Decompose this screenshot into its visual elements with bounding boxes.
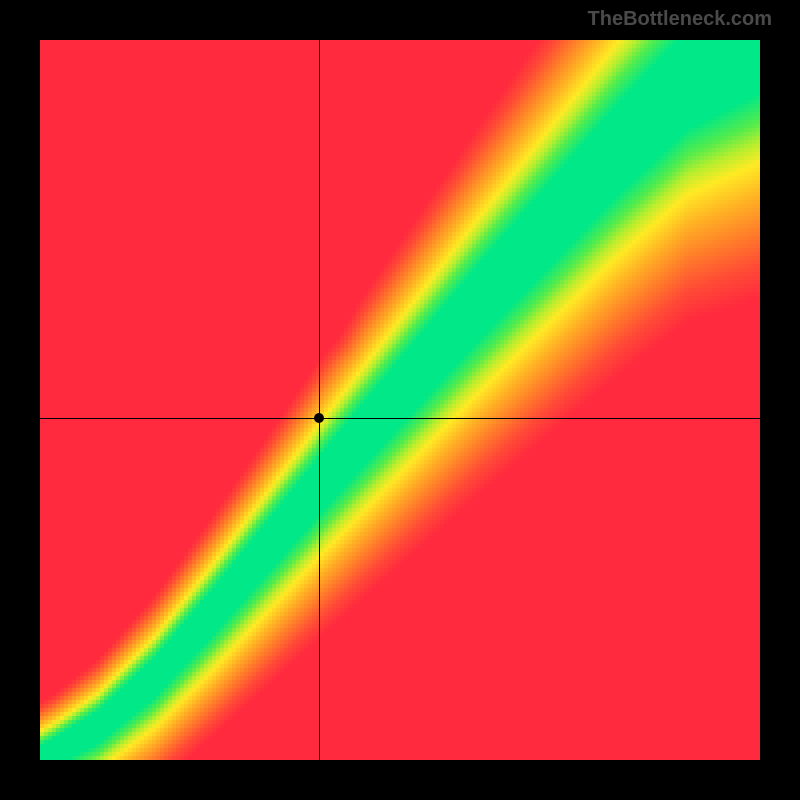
watermark-text: TheBottleneck.com xyxy=(588,8,772,31)
heatmap-canvas xyxy=(40,40,760,760)
crosshair-horizontal xyxy=(40,418,760,419)
crosshair-vertical xyxy=(319,40,320,760)
heatmap-plot xyxy=(40,40,760,760)
crosshair-marker xyxy=(314,413,324,423)
